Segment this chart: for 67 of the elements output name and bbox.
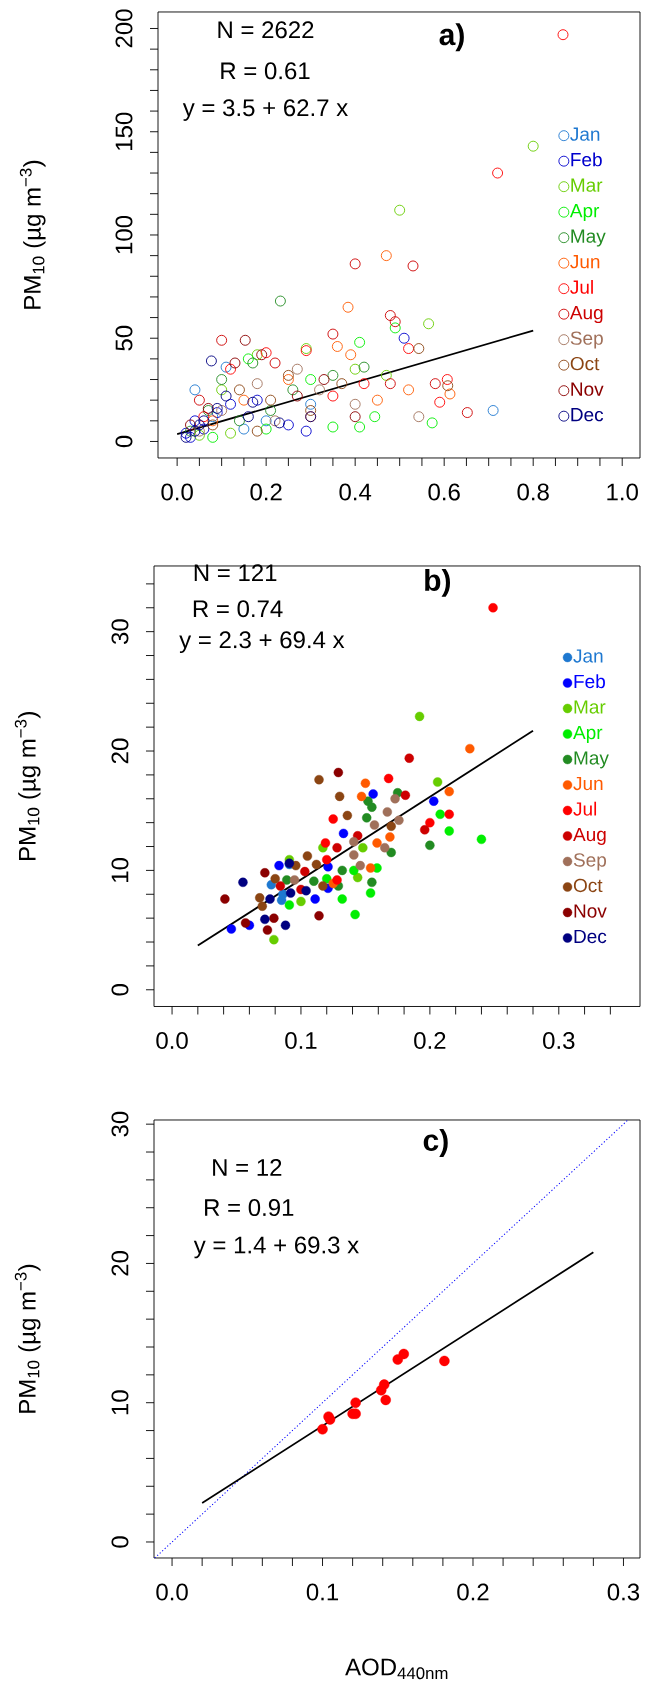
annotation: R = 0.74 — [193, 600, 283, 618]
legend-label: Jan — [573, 649, 603, 663]
annotation: R = 0.61 — [221, 62, 310, 80]
legend-label: Dec — [571, 408, 604, 422]
legend-label: Oct — [573, 878, 603, 893]
legend-label: Aug — [573, 827, 606, 845]
x-tick-label: 0.1 — [306, 1583, 339, 1601]
y-tick-label: 50 — [115, 325, 133, 351]
x-tick-label: 0.4 — [339, 483, 372, 501]
annotation: N = 2622 — [218, 21, 314, 39]
y-tick-label: 0 — [111, 1536, 129, 1548]
annotation: y = 3.5 + 62.7 x — [182, 99, 348, 121]
legend-label: Nov — [574, 904, 607, 918]
y-tick-label: 100 — [115, 215, 133, 254]
x-tick-label: 0.2 — [414, 1032, 446, 1050]
x-tick-label: 0.0 — [161, 483, 193, 501]
x-tick-label: 0.2 — [250, 483, 282, 501]
y-tick-label: 20 — [111, 738, 129, 764]
x-tick-label: 0.6 — [428, 483, 460, 501]
legend-label: Oct — [570, 356, 600, 371]
y-tick-label: 30 — [111, 619, 129, 645]
legend-label: Jul — [570, 279, 593, 294]
x-tick-label: 0.2 — [457, 1583, 489, 1601]
legend-label: Apr — [569, 204, 600, 222]
legend-label: Feb — [574, 674, 605, 689]
annotation: y = 1.4 + 69.3 x — [193, 1236, 359, 1259]
y-axis-title: PM$_{10}$ (µg m$^{−3}$) — [19, 160, 46, 309]
chart-title: b) — [425, 568, 451, 597]
x-axis-title: AOD$_{440nm}$ — [345, 1658, 448, 1680]
annotation: N = 121 — [194, 564, 277, 581]
legend-label: May — [574, 751, 609, 769]
y-tick-label: 0 — [115, 435, 133, 448]
legend-label: Feb — [571, 152, 602, 167]
y-axis-title: PM$_{10}$ (µg m$^{−3}$) — [14, 712, 41, 860]
x-tick-label: 0.0 — [156, 1032, 188, 1050]
legend-label: Nov — [571, 382, 604, 396]
x-tick-label: 0.3 — [607, 1583, 640, 1601]
legend-label: May — [571, 229, 606, 247]
x-tick-label: 0.1 — [285, 1032, 317, 1050]
y-tick-label: 200 — [115, 9, 133, 48]
chart-title: c) — [423, 1128, 448, 1157]
legend-label: Jul — [573, 801, 597, 816]
x-tick-label: 0.8 — [517, 483, 549, 501]
x-tick-label: 1.0 — [607, 483, 638, 501]
y-tick-label: 20 — [111, 1251, 129, 1276]
legend-label: Apr — [573, 725, 603, 743]
y-tick-label: 0 — [111, 984, 129, 996]
annotation: y = 2.3 + 69.4 x — [179, 631, 345, 654]
legend-label: Mar — [571, 178, 603, 192]
legend-label: Jun — [573, 776, 603, 791]
legend-label: Sep — [573, 853, 607, 871]
x-tick-label: 0.3 — [543, 1032, 575, 1050]
x-tick-label: 0.0 — [156, 1583, 188, 1601]
legend-label: Jun — [570, 255, 600, 269]
y-tick-label: 30 — [111, 1111, 129, 1137]
legend-label: Aug — [569, 306, 603, 324]
annotation: R = 0.91 — [205, 1199, 294, 1217]
legend-label: Jan — [570, 127, 600, 141]
y-tick-label: 10 — [111, 858, 129, 882]
legend-label: Sep — [570, 331, 603, 349]
y-axis-title: PM$_{10}$ (µg m$^{−3}$) — [14, 1264, 41, 1413]
annotation: N = 12 — [213, 1158, 282, 1176]
chart-title: a) — [439, 23, 464, 52]
y-tick-label: 10 — [111, 1390, 129, 1415]
legend-label: Dec — [574, 929, 607, 944]
legend-label: Mar — [574, 700, 606, 714]
y-tick-label: 150 — [115, 112, 133, 150]
